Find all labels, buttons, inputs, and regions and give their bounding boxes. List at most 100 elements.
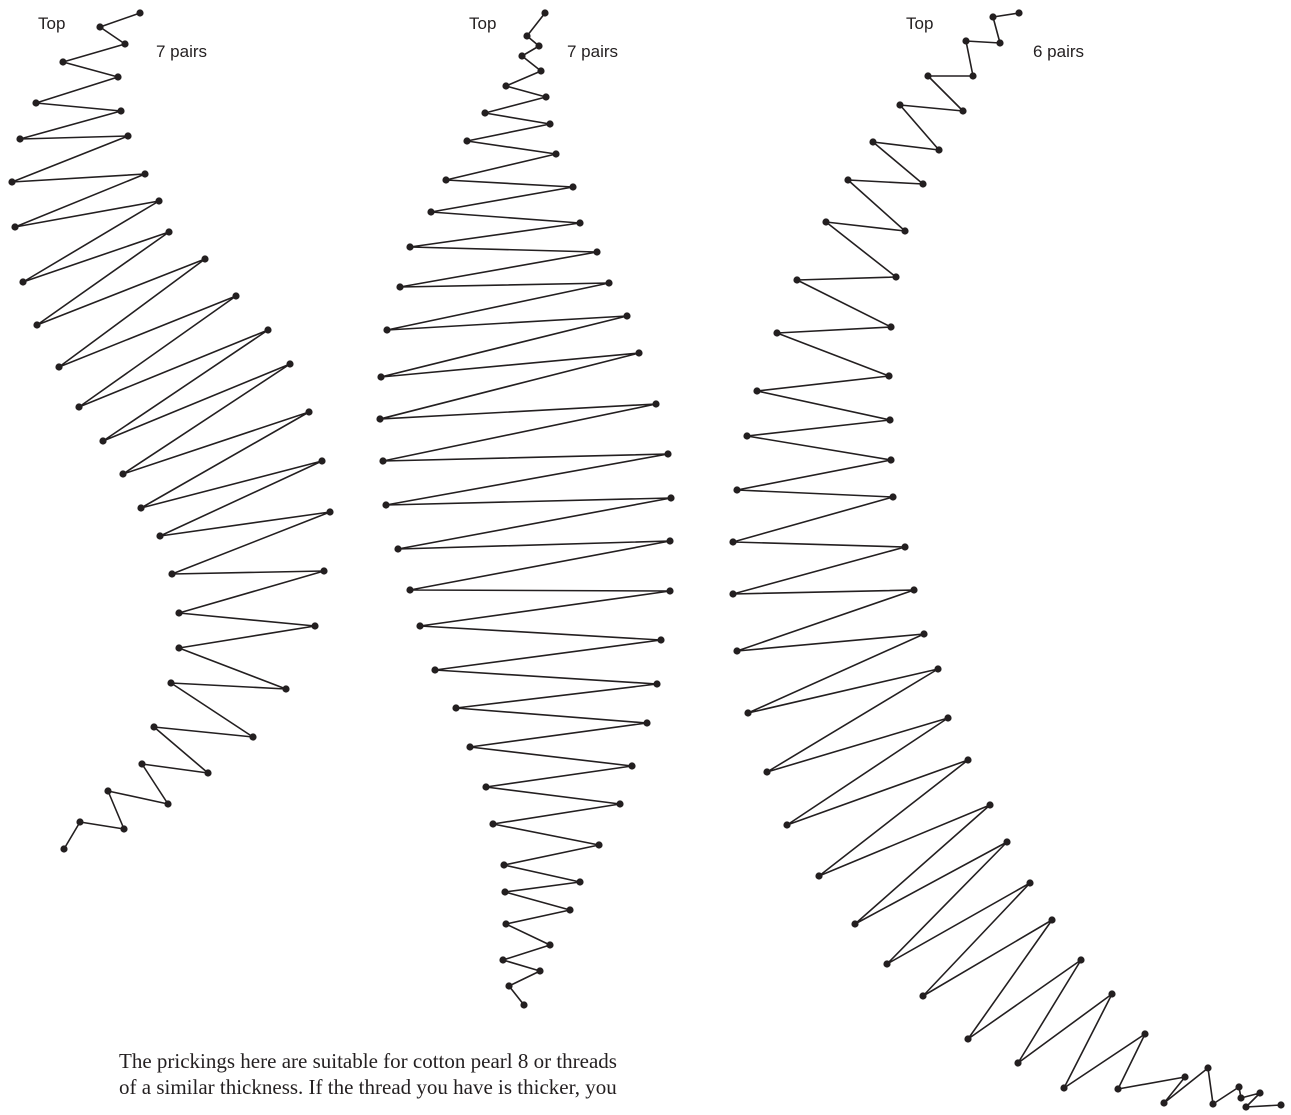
pin-hole-dot <box>536 967 544 975</box>
pricking-pattern-1 <box>8 9 334 853</box>
pin-hole-dot <box>376 415 384 423</box>
pin-hole-dot <box>1141 1030 1149 1038</box>
pin-hole-dot <box>59 58 67 66</box>
pin-hole-dot <box>175 609 183 617</box>
pin-hole-dot <box>481 109 489 117</box>
pin-hole-dot <box>889 493 897 501</box>
pin-hole-dot <box>1242 1103 1250 1111</box>
pin-hole-dot <box>653 680 661 688</box>
pin-hole-dot <box>793 276 801 284</box>
pin-hole-dot <box>969 72 977 80</box>
pin-hole-dot <box>643 719 651 727</box>
thread-path <box>11 12 331 850</box>
pin-hole-dot <box>96 23 104 31</box>
pin-hole-dot <box>1209 1100 1217 1108</box>
pin-hole-dot <box>896 101 904 109</box>
pin-hole-dot <box>119 470 127 478</box>
pin-hole-dot <box>117 107 125 115</box>
pin-hole-dot <box>576 219 584 227</box>
pin-hole-dot <box>502 82 510 90</box>
pin-hole-dot <box>11 223 19 231</box>
pin-hole-dot <box>964 1035 972 1043</box>
pin-hole-dot <box>652 400 660 408</box>
pin-hole-dot <box>114 73 122 81</box>
pin-hole-dot <box>623 312 631 320</box>
pin-hole-dot <box>851 920 859 928</box>
pin-hole-dot <box>1108 990 1116 998</box>
pin-hole-dot <box>124 132 132 140</box>
pin-hole-dot <box>733 647 741 655</box>
pin-hole-dot <box>546 941 554 949</box>
pin-hole-dot <box>232 292 240 300</box>
pin-hole-dot <box>744 709 752 717</box>
thread-path <box>732 12 1282 1108</box>
pin-hole-dot <box>264 326 272 334</box>
pin-hole-dot <box>773 329 781 337</box>
pin-hole-dot <box>666 537 674 545</box>
pin-hole-dot <box>924 72 932 80</box>
pin-hole-dot <box>156 532 164 540</box>
pin-hole-dot <box>1235 1083 1243 1091</box>
pin-hole-dot <box>910 586 918 594</box>
pin-hole-dot <box>542 93 550 101</box>
pin-hole-dot <box>320 567 328 575</box>
pin-hole-dot <box>318 457 326 465</box>
pin-hole-dot <box>657 636 665 644</box>
pin-hole-dot <box>377 373 385 381</box>
pattern-1-pairs-label: 7 pairs <box>156 42 208 61</box>
pin-hole-dot <box>935 146 943 154</box>
pin-hole-dot <box>605 279 613 287</box>
pin-hole-dot <box>901 543 909 551</box>
pin-hole-dot <box>552 150 560 158</box>
pin-hole-dot <box>383 326 391 334</box>
pin-hole-dot <box>887 323 895 331</box>
pin-hole-dot <box>1048 916 1056 924</box>
pin-hole-dot <box>75 403 83 411</box>
pin-hole-dot <box>442 176 450 184</box>
pattern-3-pairs-label: 6 pairs <box>1033 42 1085 61</box>
pin-hole-dot <box>326 508 334 516</box>
pin-hole-dot <box>1237 1094 1245 1102</box>
pin-hole-dot <box>763 768 771 776</box>
pin-hole-dot <box>887 456 895 464</box>
pin-hole-dot <box>733 486 741 494</box>
pattern-2-pairs-label: 7 pairs <box>567 42 619 61</box>
pin-hole-dot <box>537 67 545 75</box>
pin-hole-dot <box>944 714 952 722</box>
pin-hole-dot <box>1060 1084 1068 1092</box>
pin-hole-dot <box>919 992 927 1000</box>
pattern-1-top-label: Top <box>38 14 66 33</box>
pin-hole-dot <box>844 176 852 184</box>
pin-hole-dot <box>566 906 574 914</box>
pattern-2-top-label: Top <box>469 14 497 33</box>
pin-hole-dot <box>920 630 928 638</box>
pin-hole-dot <box>919 180 927 188</box>
pin-hole-dot <box>501 888 509 896</box>
pin-hole-dot <box>783 821 791 829</box>
pin-hole-dot <box>500 861 508 869</box>
pin-hole-dot <box>667 494 675 502</box>
pin-hole-dot <box>576 878 584 886</box>
pin-hole-dot <box>815 872 823 880</box>
pin-hole-dot <box>986 801 994 809</box>
pin-hole-dot <box>886 416 894 424</box>
pin-hole-dot <box>1015 9 1023 17</box>
pin-hole-dot <box>1077 956 1085 964</box>
pin-hole-dot <box>16 135 24 143</box>
pin-hole-dot <box>729 538 737 546</box>
pin-hole-dot <box>541 9 549 17</box>
pin-hole-dot <box>505 982 513 990</box>
pin-hole-dot <box>121 40 129 48</box>
pin-hole-dot <box>593 248 601 256</box>
pricking-pattern-3 <box>729 9 1285 1111</box>
pin-hole-dot <box>934 665 942 673</box>
pin-hole-dot <box>628 762 636 770</box>
pin-hole-dot <box>165 228 173 236</box>
pin-hole-dot <box>964 756 972 764</box>
caption-line-2: of a similar thickness. If the thread yo… <box>119 1075 617 1099</box>
pin-hole-dot <box>120 825 128 833</box>
pin-hole-dot <box>989 13 997 21</box>
pin-hole-dot <box>286 360 294 368</box>
pin-hole-dot <box>8 178 16 186</box>
